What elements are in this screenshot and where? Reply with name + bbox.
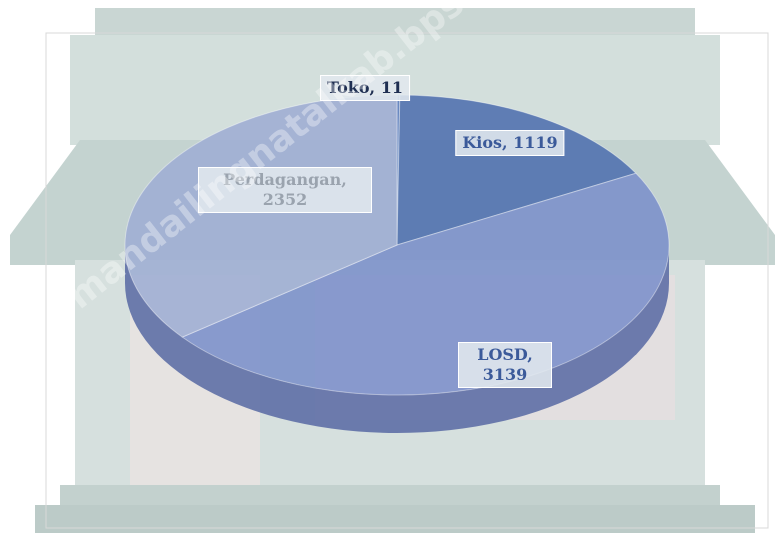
- shop-step: [60, 485, 720, 507]
- shop-floor: [35, 505, 755, 533]
- pie-slices: [125, 95, 669, 395]
- data-label: Kios, 1119: [455, 130, 564, 156]
- chart: Toko, 11Kios, 1119LOSD, 3139Perdagangan,…: [0, 0, 782, 537]
- data-label: LOSD, 3139: [458, 342, 552, 388]
